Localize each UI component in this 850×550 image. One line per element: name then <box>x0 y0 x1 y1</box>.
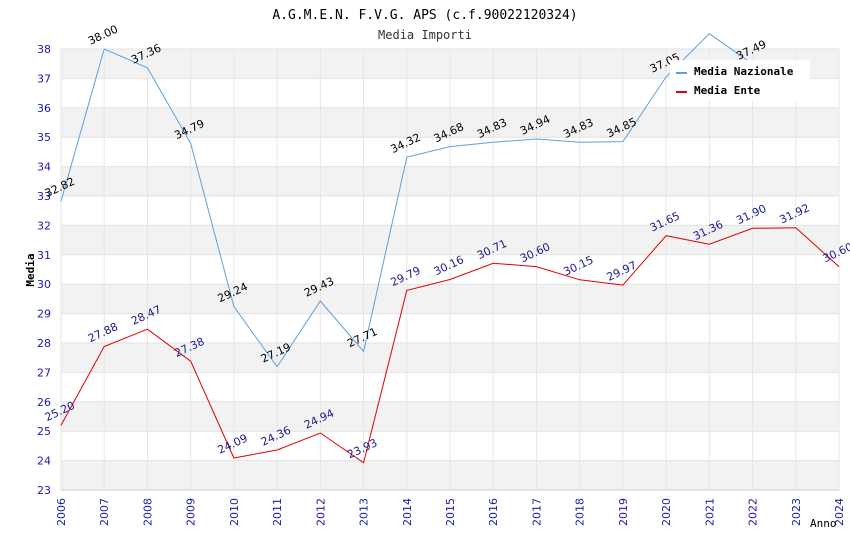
series-lines <box>60 33 840 464</box>
chart-title: A.G.M.E.N. F.V.G. APS (c.f.90022120324) <box>272 8 577 23</box>
y-tick-label: 36 <box>37 102 51 115</box>
y-tick-label: 35 <box>37 131 51 144</box>
data-label: 30.16 <box>432 253 466 278</box>
data-label: 27.88 <box>86 320 120 345</box>
x-tick-label: 2022 <box>747 498 760 526</box>
y-tick-label: 38 <box>37 43 51 56</box>
x-axis-label: Anno <box>810 517 837 530</box>
legend-label-nazionale: Media Nazionale <box>694 65 794 78</box>
y-tick-label: 29 <box>37 308 51 321</box>
x-tick-label: 2014 <box>401 498 414 526</box>
legend: Media Nazionale Media Ente <box>670 60 810 101</box>
x-tick-label: 2007 <box>98 498 111 526</box>
data-label: 23.93 <box>345 436 379 461</box>
data-label: 38.00 <box>86 23 120 48</box>
data-label: 31.90 <box>734 202 768 227</box>
y-axis-label: Media <box>24 253 37 286</box>
x-tick-label: 2006 <box>55 498 68 526</box>
series-line-1 <box>60 227 840 464</box>
data-label: 30.15 <box>561 253 595 278</box>
y-tick-label: 32 <box>37 219 51 232</box>
data-label: 31.92 <box>778 201 812 226</box>
x-tick-label: 2015 <box>444 498 457 526</box>
x-tick-label: 2023 <box>790 498 803 526</box>
x-tick-label: 2016 <box>487 498 500 526</box>
y-tick-label: 25 <box>37 425 51 438</box>
x-tick-label: 2021 <box>703 498 716 526</box>
x-tick-label: 2010 <box>228 498 241 526</box>
x-tick-label: 2017 <box>530 498 543 526</box>
x-tick-label: 2008 <box>141 498 154 526</box>
y-tick-labels: 23 24 25 26 27 28 29 30 31 32 33 34 35 36 37 38 <box>37 43 51 497</box>
legend-label-ente: Media Ente <box>694 84 761 97</box>
y-tick-label: 34 <box>37 161 51 174</box>
y-tick-label: 33 <box>37 190 51 203</box>
x-tick-label: 2024 <box>833 498 846 526</box>
y-tick-label: 31 <box>37 249 51 262</box>
y-tick-label: 37 <box>37 72 51 85</box>
y-tick-label: 24 <box>37 455 51 468</box>
chart-subtitle: Media Importi <box>378 28 472 42</box>
x-tick-label: 2020 <box>660 498 673 526</box>
x-tick-label: 2011 <box>271 498 284 526</box>
x-tick-label: 2012 <box>314 498 327 526</box>
x-tick-labels: 2006 2007 2008 2009 2010 2011 2012 2013 2014 2015… <box>55 498 846 526</box>
series-line-0 <box>60 33 753 368</box>
x-tick-label: 2013 <box>358 498 371 526</box>
legend-box <box>670 60 810 101</box>
y-tick-label: 28 <box>37 337 51 350</box>
y-tick-label: 26 <box>37 396 51 409</box>
y-tick-label: 30 <box>37 278 51 291</box>
data-label: 29.97 <box>605 259 639 284</box>
data-label: 24.09 <box>216 432 250 457</box>
x-tick-label: 2018 <box>574 498 587 526</box>
y-tick-label: 27 <box>37 366 51 379</box>
x-tick-label: 2019 <box>617 498 630 526</box>
y-tick-label: 23 <box>37 484 51 497</box>
x-tick-label: 2009 <box>185 498 198 526</box>
